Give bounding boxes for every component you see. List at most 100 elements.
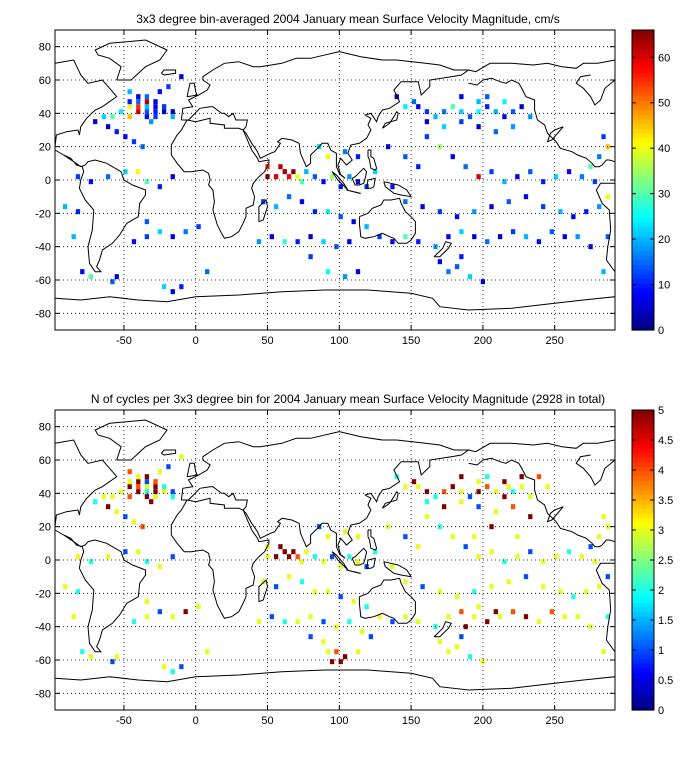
coastline [367, 149, 378, 171]
heatmap-cell [528, 514, 533, 520]
heatmap-cell [136, 479, 141, 485]
heatmap-cell [368, 634, 374, 640]
heatmap-cell [390, 619, 395, 625]
heatmap-cell [467, 654, 473, 660]
heatmap-cell [105, 554, 111, 560]
heatmap-cell [321, 179, 326, 185]
heatmap-cell [502, 114, 507, 120]
heatmap-cell [459, 109, 464, 115]
heatmap-cell [416, 164, 421, 170]
coastline [433, 241, 453, 258]
heatmap-cell [493, 109, 498, 115]
heatmap-cell [88, 559, 94, 565]
coastline [94, 419, 168, 461]
heatmap-cell [269, 234, 274, 240]
heatmap-cell [170, 234, 175, 240]
y-tick-label: -80 [35, 688, 51, 700]
colorbar-segment [632, 194, 654, 200]
heatmap-cell [592, 559, 598, 565]
heatmap-cell [136, 484, 141, 490]
heatmap-cell [144, 94, 150, 100]
heatmap-cell [437, 639, 442, 645]
heatmap-cell [325, 209, 330, 215]
heatmap-cell [170, 489, 175, 495]
coastline [366, 557, 376, 569]
heatmap-cell [136, 99, 141, 105]
heatmap-cell [476, 479, 481, 485]
heatmap-cell [437, 209, 442, 215]
heatmap-cell [385, 144, 391, 150]
colorbar-segment [632, 428, 654, 435]
colorbar-segment [632, 644, 654, 650]
colorbar-segment [632, 325, 654, 331]
coastline [595, 182, 616, 273]
heatmap-cell [364, 604, 369, 610]
heatmap-cell [553, 174, 559, 180]
x-tick-label: 200 [474, 335, 492, 347]
heatmap-cell [454, 594, 460, 600]
colorbar-segment [632, 541, 654, 547]
colorbar-segment [632, 165, 654, 172]
heatmap-cell [196, 604, 201, 610]
heatmap-cell [549, 229, 554, 235]
coastline [468, 77, 616, 168]
heatmap-cell [170, 109, 175, 115]
x-tick-label: 150 [402, 715, 420, 727]
heatmap-cell [355, 269, 361, 275]
coastline [160, 449, 177, 456]
colorbar-segment [632, 597, 654, 603]
heatmap-cell [403, 199, 408, 205]
colorbar-segment [632, 681, 654, 688]
heatmap-cell [123, 514, 128, 520]
heatmap-cell [273, 554, 279, 560]
heatmap-cell [515, 534, 520, 540]
heatmap-cell [566, 549, 572, 555]
colorbar-segment [632, 466, 654, 472]
heatmap-cell [510, 489, 516, 495]
heatmap-cell [170, 554, 175, 560]
heatmap-cell [157, 89, 162, 95]
coastline [346, 189, 361, 194]
heatmap-cell [528, 549, 533, 555]
colorbar-segment [632, 531, 654, 538]
heatmap-cell [321, 639, 326, 645]
heatmap-cell [424, 489, 430, 495]
heatmap-cell [459, 474, 464, 480]
heatmap-cell [342, 529, 348, 535]
heatmap-cell [416, 484, 421, 490]
heatmap-cell [308, 634, 313, 640]
y-tick-label: -20 [35, 208, 51, 220]
heatmap-cell [131, 139, 137, 145]
heatmap-cell [360, 629, 365, 635]
heatmap-cell [476, 109, 481, 115]
heatmap-cell [153, 494, 158, 500]
x-tick-label: 200 [474, 715, 492, 727]
colorbar-tick-label: 0 [658, 325, 664, 337]
colorbar-segment [632, 602, 654, 608]
colorbar-segment [632, 133, 654, 139]
heatmap-cell [566, 169, 572, 175]
colorbar-segment [632, 677, 654, 683]
coastline [358, 197, 416, 244]
heatmap-cell [144, 114, 150, 120]
cycles-map-panel: N of cycles per 3x3 degree bin for 2004 … [0, 380, 696, 760]
colorbar-segment [632, 320, 654, 326]
heatmap-cell [140, 144, 145, 150]
heatmap-cell [480, 659, 486, 665]
colorbar-segment [632, 545, 654, 552]
heatmap-cell [446, 234, 451, 240]
colorbar-segment [632, 433, 654, 439]
heatmap-cell [166, 84, 171, 90]
colorbar-segment [632, 550, 654, 556]
heatmap-cell [179, 74, 184, 80]
heatmap-cell [441, 124, 447, 130]
heatmap-cell [541, 204, 546, 210]
heatmap-cell [308, 614, 313, 620]
heatmap-cell [161, 284, 167, 290]
heatmap-cell [424, 514, 430, 520]
heatmap-cell [519, 104, 524, 110]
colorbar-segment [632, 72, 654, 78]
heatmap-cell [403, 614, 408, 620]
heatmap-cell [131, 619, 137, 625]
colorbar-segment [632, 189, 654, 195]
